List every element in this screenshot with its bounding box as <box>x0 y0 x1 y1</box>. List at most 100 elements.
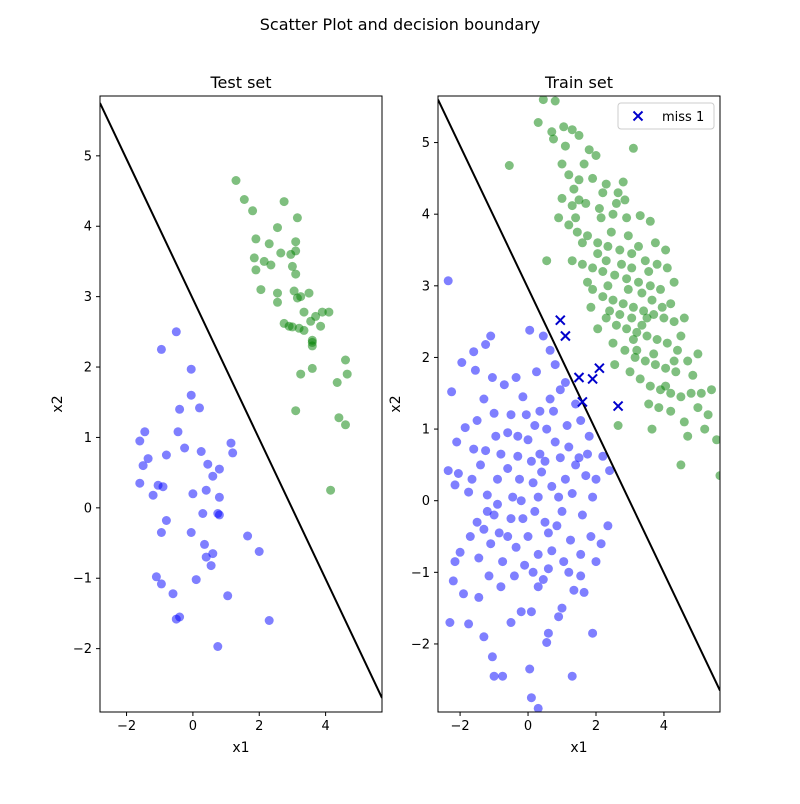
x-tick-label: 2 <box>592 719 600 734</box>
x-axis-label-test-set: x1 <box>232 740 249 756</box>
point-class0-33 <box>201 552 211 562</box>
point-class0-103 <box>515 474 524 484</box>
point-class0-41 <box>533 582 543 592</box>
point-class0-45 <box>554 612 564 622</box>
point-class1-119 <box>598 188 608 198</box>
point-class1-133 <box>669 356 679 366</box>
plot-area-train-set <box>438 96 720 712</box>
point-class1-13 <box>259 256 269 266</box>
point-class0-76 <box>516 496 526 506</box>
point-class0-4 <box>457 358 467 367</box>
point-class0-15 <box>489 408 499 418</box>
point-class0-120 <box>555 453 565 463</box>
point-class0-21 <box>228 448 238 458</box>
point-class0-102 <box>554 492 564 502</box>
point-class0-15 <box>161 450 171 460</box>
point-class1-59 <box>669 317 679 327</box>
miss-marker-4 <box>587 373 598 385</box>
point-class1-38 <box>652 259 662 269</box>
point-class0-36 <box>489 671 499 681</box>
x-tick-label: 4 <box>321 719 329 734</box>
point-class0-111 <box>498 557 508 567</box>
point-class1-138 <box>620 195 630 205</box>
point-class0-117 <box>543 564 553 574</box>
point-class0-127 <box>552 521 562 531</box>
point-class1-90 <box>679 417 689 427</box>
point-class1-17 <box>291 269 301 279</box>
point-class1-80 <box>645 381 655 391</box>
point-class1-52 <box>598 292 608 302</box>
point-class1-40 <box>296 369 306 379</box>
point-class0-61 <box>584 431 594 441</box>
y-tick-label: 2 <box>422 351 430 366</box>
point-class0-79 <box>550 437 560 447</box>
point-class0-0 <box>443 276 453 286</box>
point-class1-77 <box>693 349 703 359</box>
point-class1-18 <box>618 177 628 187</box>
point-class0-50 <box>526 693 536 703</box>
point-class1-56 <box>639 306 649 316</box>
point-class1-111 <box>593 249 603 259</box>
point-class1-49 <box>656 284 665 294</box>
point-class0-113 <box>571 460 581 470</box>
point-class1-131 <box>623 231 633 241</box>
point-class0-100 <box>484 571 494 581</box>
point-class1-46 <box>341 420 350 430</box>
point-class0-31 <box>474 592 484 602</box>
point-class1-129 <box>610 360 620 370</box>
point-class0-53 <box>564 567 574 577</box>
point-class1-38 <box>307 341 317 351</box>
decision-boundary-line <box>100 102 382 699</box>
point-class1-84 <box>686 388 696 398</box>
point-class0-86 <box>533 549 543 559</box>
point-class1-137 <box>571 213 581 223</box>
point-class1-10 <box>276 248 286 258</box>
panel-title-test-set: Test set <box>209 73 271 92</box>
point-class0-91 <box>476 460 485 470</box>
figure-suptitle: Scatter Plot and decision boundary <box>260 15 541 34</box>
point-class0-10 <box>525 325 535 335</box>
point-class1-32 <box>583 231 592 241</box>
point-class0-9 <box>511 373 521 382</box>
miss-marker-1 <box>560 330 571 342</box>
point-class0-121 <box>496 449 506 459</box>
point-class1-103 <box>627 263 637 273</box>
point-class0-48 <box>588 628 598 638</box>
point-class0-25 <box>472 517 482 527</box>
point-class0-4 <box>135 436 145 446</box>
point-class1-14 <box>266 260 276 270</box>
point-class1-27 <box>635 211 645 221</box>
point-class0-90 <box>486 539 496 549</box>
point-class0-122 <box>533 492 543 502</box>
point-class0-95 <box>547 481 557 491</box>
point-class1-37 <box>640 256 650 266</box>
point-class1-125 <box>593 324 603 334</box>
point-class1-20 <box>289 286 299 296</box>
point-class1-98 <box>613 421 623 430</box>
y-tick-label: −1 <box>411 566 430 581</box>
point-class0-55 <box>591 557 601 567</box>
point-class1-20 <box>557 193 567 203</box>
point-class0-7 <box>487 373 497 382</box>
point-class1-44 <box>598 267 608 276</box>
point-class0-46 <box>213 642 223 651</box>
point-class1-28 <box>317 307 327 317</box>
point-class1-39 <box>662 263 672 273</box>
panel-train-set: Train set −2 0 2 4 −2 −1 0 1 2 3 4 5 x1 x2 miss 1 <box>388 73 721 756</box>
point-class1-17 <box>601 179 611 189</box>
point-class0-25 <box>148 490 158 500</box>
point-class1-8 <box>251 234 261 244</box>
point-class0-24 <box>482 506 492 516</box>
y-tick-label: 1 <box>422 423 430 438</box>
point-class1-19 <box>613 188 623 198</box>
y-tick-label: 0 <box>84 501 92 516</box>
miss-marker-2 <box>594 362 605 374</box>
point-class0-41 <box>168 589 178 599</box>
point-class1-1 <box>550 96 560 106</box>
y-tick-label: 3 <box>422 279 430 294</box>
point-class0-49 <box>567 671 577 681</box>
point-class1-3 <box>279 197 289 207</box>
point-class0-107 <box>542 424 552 434</box>
point-class1-12 <box>579 159 589 169</box>
y-tick-label: −1 <box>73 572 92 587</box>
